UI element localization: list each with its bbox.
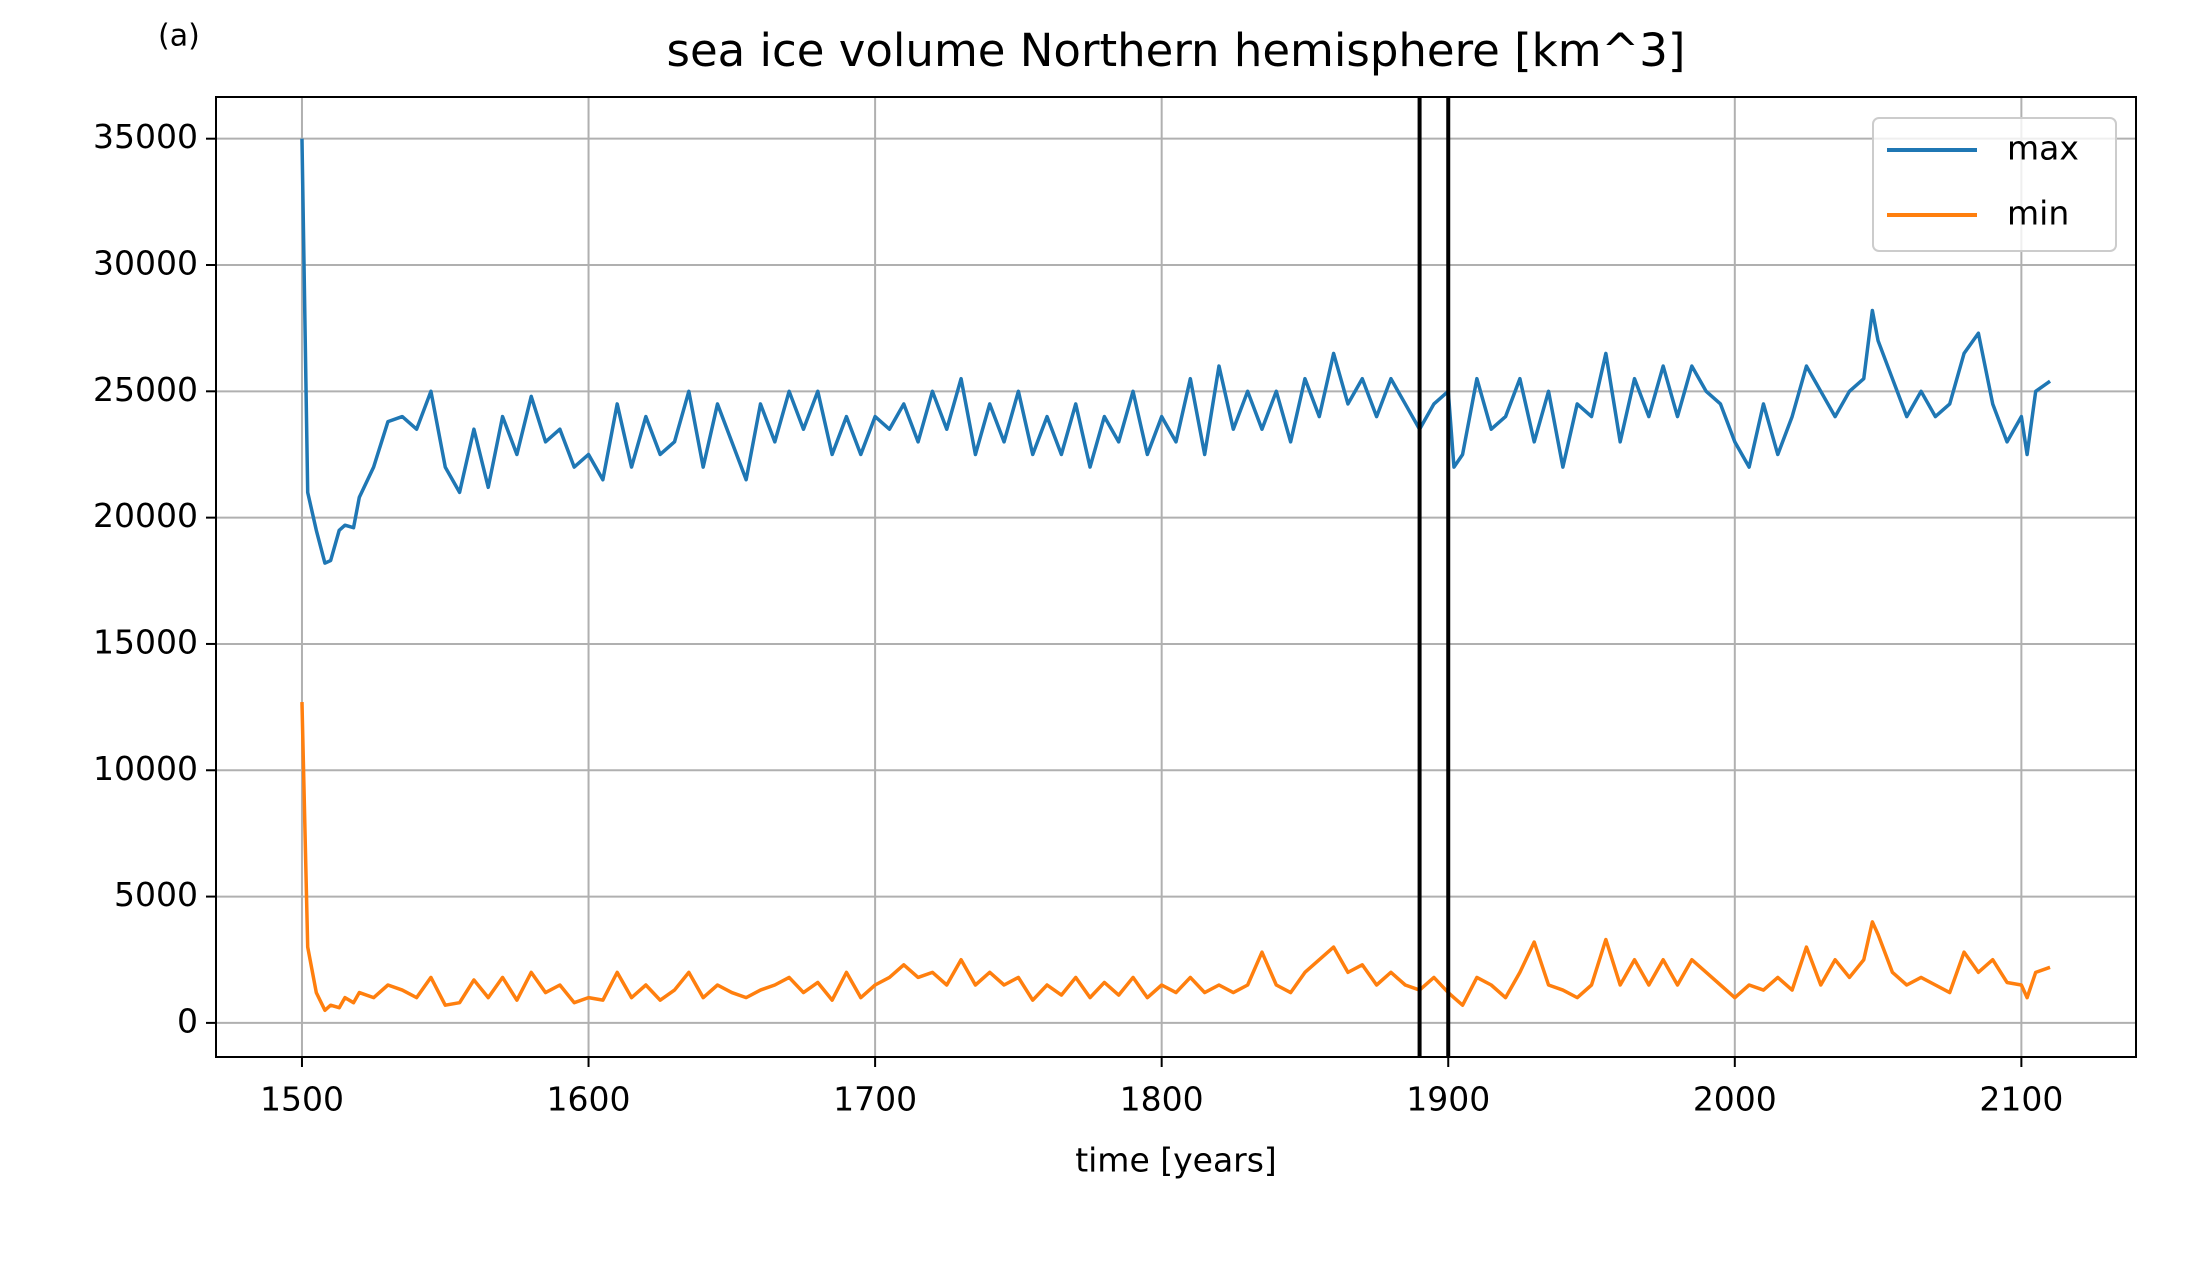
y-tick-label: 35000	[93, 117, 198, 156]
x-tick-label: 2100	[1979, 1080, 2063, 1119]
legend-box	[1872, 117, 2117, 252]
line-series	[300, 702, 2051, 1013]
y-tick-label: 20000	[93, 496, 198, 535]
y-tick-label: 0	[177, 1001, 198, 1040]
x-tick-label: 1700	[833, 1080, 917, 1119]
y-tick-label: 15000	[93, 622, 198, 661]
y-tick-label: 5000	[114, 875, 198, 914]
x-tick-label: 1500	[260, 1080, 344, 1119]
x-tick-label: 1900	[1406, 1080, 1490, 1119]
legend-label: min	[2007, 194, 2069, 233]
x-tick-label: 1800	[1120, 1080, 1204, 1119]
x-axis-label: time [years]	[1075, 1141, 1277, 1180]
y-tick-label: 25000	[93, 370, 198, 409]
y-tick-label: 10000	[93, 749, 198, 788]
y-tick-label: 30000	[93, 244, 198, 283]
x-tick-label: 1600	[547, 1080, 631, 1119]
x-tick-label: 2000	[1693, 1080, 1777, 1119]
legend-label: max	[2007, 129, 2079, 168]
line-series	[300, 138, 2052, 565]
panel-label: (a)	[158, 19, 200, 54]
axes-frame	[215, 96, 2137, 1058]
chart-title: sea ice volume Northern hemisphere [km^3…	[667, 24, 1686, 77]
